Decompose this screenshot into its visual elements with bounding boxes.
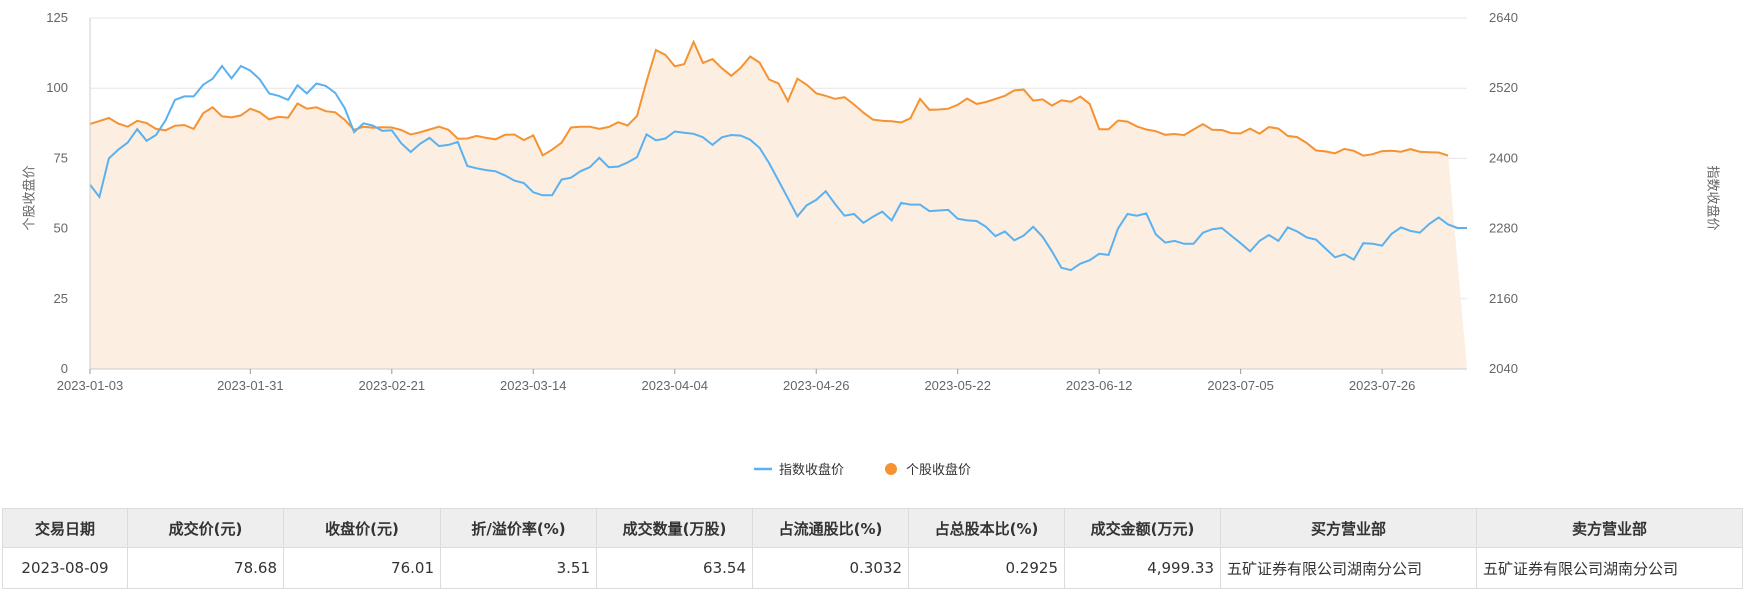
- left-tick-label: 125: [46, 10, 68, 25]
- table-row: 2023-08-09 78.68 76.01 3.51 63.54 0.3032…: [2, 547, 1743, 589]
- chart-axes: 0 2040 25 2160 50 2280 75 2400 100 2520 125 2640 202…: [46, 10, 1518, 393]
- cell-total-ratio: 0.2925: [908, 547, 1065, 589]
- col-trade-date: 交易日期: [2, 508, 128, 548]
- left-tick-label: 50: [54, 221, 68, 236]
- left-tick-label: 0: [61, 361, 68, 376]
- table-header-row: 交易日期 成交价(元) 收盘价(元) 折/溢价率(%) 成交数量(万股) 占流通…: [2, 508, 1743, 548]
- x-tick-label: 2023-01-31: [217, 378, 284, 393]
- left-tick-label: 100: [46, 80, 68, 95]
- stock-price-area: [90, 41, 1467, 370]
- right-axis-title: 指数收盘价: [1705, 165, 1721, 230]
- x-tick-label: 2023-05-22: [924, 378, 991, 393]
- cell-trade-date: 2023-08-09: [2, 547, 128, 589]
- col-premium-rate: 折/溢价率(%): [440, 508, 597, 548]
- cell-amount: 4,999.33: [1064, 547, 1221, 589]
- x-tick-label: 2023-07-05: [1207, 378, 1274, 393]
- left-axis-title: 个股收盘价: [22, 165, 38, 230]
- x-tick-label: 2023-07-26: [1349, 378, 1416, 393]
- right-tick-label: 2400: [1489, 150, 1518, 165]
- x-tick-label: 2023-04-04: [642, 378, 709, 393]
- right-tick-label: 2640: [1489, 10, 1518, 25]
- col-amount: 成交金额(万元): [1064, 508, 1221, 548]
- col-buyer: 买方营业部: [1220, 508, 1477, 548]
- x-tick-label: 2023-01-03: [57, 378, 124, 393]
- price-chart: 0 2040 25 2160 50 2280 75 2400 100 2520 125 2640 202…: [22, 10, 1721, 478]
- x-tick-label: 2023-03-14: [500, 378, 567, 393]
- left-tick-label: 75: [54, 150, 68, 165]
- cell-float-ratio: 0.3032: [752, 547, 909, 589]
- col-seller: 卖方营业部: [1476, 508, 1743, 548]
- right-tick-label: 2280: [1489, 221, 1518, 236]
- cell-premium-rate: 3.51: [440, 547, 597, 589]
- block-trade-table: 交易日期 成交价(元) 收盘价(元) 折/溢价率(%) 成交数量(万股) 占流通…: [2, 508, 1743, 589]
- col-total-ratio: 占总股本比(%): [908, 508, 1065, 548]
- chart-legend[interactable]: 指数收盘价 个股收盘价: [754, 462, 971, 478]
- legend-item-index[interactable]: 指数收盘价: [754, 462, 844, 478]
- cell-close-price: 76.01: [283, 547, 441, 589]
- col-deal-price: 成交价(元): [127, 508, 284, 548]
- legend-index-label: 指数收盘价: [779, 462, 844, 478]
- x-tick-label: 2023-04-26: [783, 378, 850, 393]
- legend-stock-swatch: [885, 463, 897, 475]
- cell-buyer: 五矿证券有限公司湖南分公司: [1220, 547, 1477, 589]
- col-float-ratio: 占流通股比(%): [752, 508, 909, 548]
- stock-price-line: [89, 39, 1449, 157]
- legend-item-stock[interactable]: 个股收盘价: [885, 462, 971, 478]
- right-tick-label: 2160: [1489, 291, 1518, 306]
- col-volume: 成交数量(万股): [596, 508, 753, 548]
- cell-deal-price: 78.68: [127, 547, 284, 589]
- col-close-price: 收盘价(元): [283, 508, 441, 548]
- x-tick-label: 2023-02-21: [359, 378, 426, 393]
- x-tick-label: 2023-06-12: [1066, 378, 1133, 393]
- index-price-line: [89, 64, 1467, 272]
- legend-stock-label: 个股收盘价: [906, 462, 971, 478]
- left-tick-label: 25: [54, 291, 68, 306]
- right-tick-label: 2520: [1489, 80, 1518, 95]
- cell-volume: 63.54: [596, 547, 753, 589]
- cell-seller: 五矿证券有限公司湖南分公司: [1476, 547, 1743, 589]
- right-tick-label: 2040: [1489, 361, 1518, 376]
